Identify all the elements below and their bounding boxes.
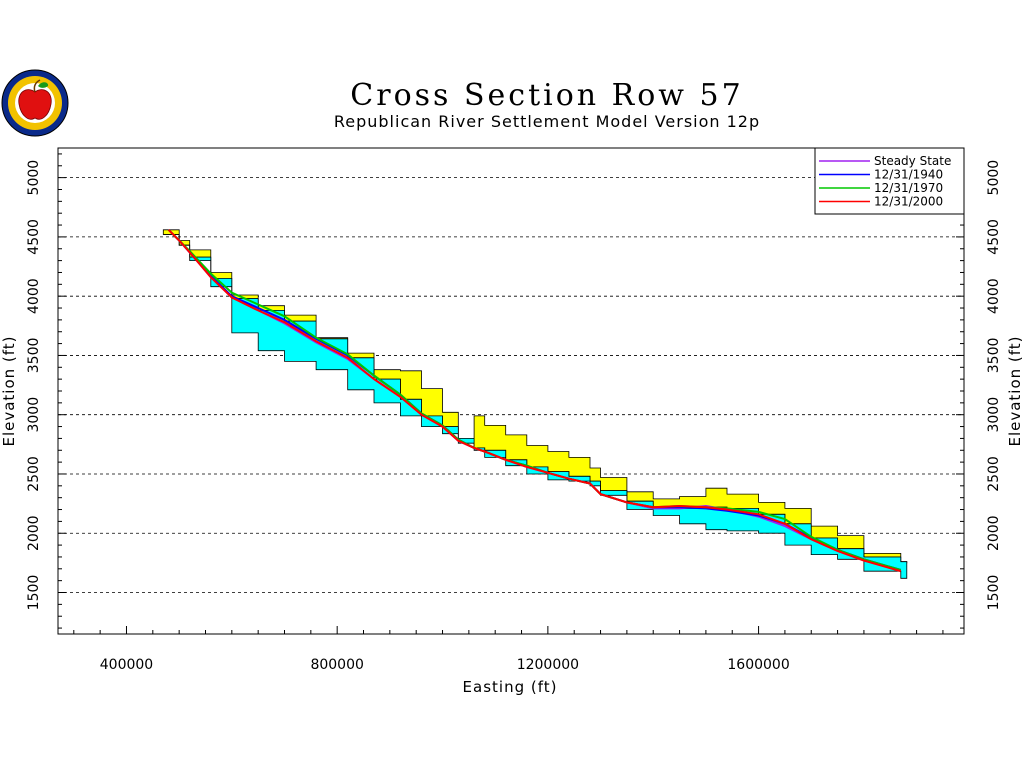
legend-box xyxy=(814,147,965,215)
chart-title: Cross Section Row 57 xyxy=(350,78,743,113)
y-axis-label-right: Elevation (ft) xyxy=(1006,335,1024,446)
legend-label: Steady State xyxy=(874,154,951,168)
y-tick-label-left: 4000 xyxy=(26,278,42,314)
legend: Steady State12/31/194012/31/197012/31/20… xyxy=(814,147,965,215)
x-tick-label: 800000 xyxy=(310,657,363,673)
y-tick-label-right: 4500 xyxy=(986,219,1002,255)
legend-label: 12/31/1970 xyxy=(874,181,943,195)
y-axis-label-left: Elevation (ft) xyxy=(0,335,18,446)
y-tick-label-right: 3000 xyxy=(986,397,1002,433)
y-tick-label-right: 4000 xyxy=(986,278,1002,314)
y-tick-label-right: 1500 xyxy=(986,575,1002,611)
axes: 1500 1500 2000 2000 2500 2500 3000 3000 3500 3500… xyxy=(26,153,1002,673)
plot-frame xyxy=(57,147,965,635)
y-tick-label-left: 4500 xyxy=(26,219,42,255)
series-lines xyxy=(167,229,902,573)
chart-subtitle: Republican River Settlement Model Versio… xyxy=(334,112,760,131)
y-tick-label-left: 3500 xyxy=(26,338,42,374)
legend-label: 12/31/2000 xyxy=(874,195,943,209)
y-tick-label-left: 2500 xyxy=(26,456,42,492)
y-tick-label-right: 5000 xyxy=(986,160,1002,196)
x-tick-label: 1200000 xyxy=(517,657,579,673)
y-tick-label-left: 2000 xyxy=(26,515,42,551)
y-tick-label-left: 5000 xyxy=(26,160,42,196)
x-tick-label: 400000 xyxy=(100,657,153,673)
series-line xyxy=(167,229,902,573)
y-tick-label-left: 1500 xyxy=(26,575,42,611)
legend-label: 12/31/1940 xyxy=(874,168,943,182)
x-tick-label: 1600000 xyxy=(727,657,789,673)
y-tick-label-left: 3000 xyxy=(26,397,42,433)
apple-icon xyxy=(18,89,52,120)
grid-lines xyxy=(58,177,964,593)
x-axis-label: Easting (ft) xyxy=(463,678,558,696)
unsaturated-layer-fill xyxy=(162,229,908,564)
y-tick-label-right: 2000 xyxy=(986,515,1002,551)
y-tick-label-right: 2500 xyxy=(986,456,1002,492)
apple-seal-logo xyxy=(1,69,69,137)
y-tick-label-right: 3500 xyxy=(986,338,1002,374)
